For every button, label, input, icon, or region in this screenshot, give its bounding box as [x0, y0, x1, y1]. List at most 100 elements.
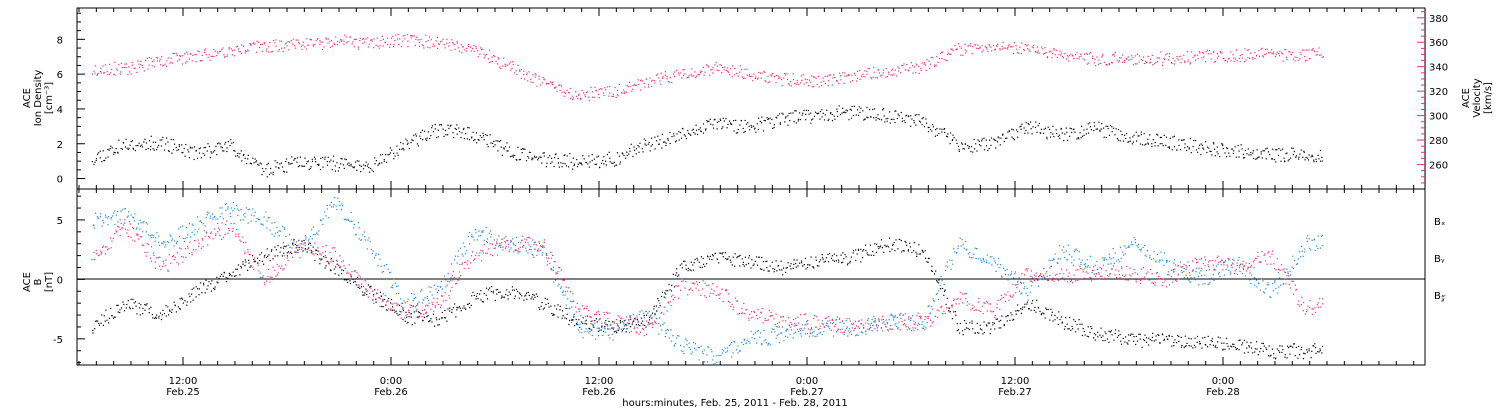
- density-point: [1154, 142, 1156, 144]
- bx-point: [375, 299, 377, 301]
- velocity-point: [1220, 52, 1222, 54]
- by-point: [553, 281, 555, 283]
- by-point: [1017, 280, 1019, 282]
- bx-point: [678, 274, 680, 276]
- velocity-point: [1114, 52, 1116, 54]
- by-point: [1085, 263, 1087, 265]
- density-point: [700, 130, 702, 132]
- by-point: [671, 340, 673, 342]
- by-point: [1122, 251, 1124, 253]
- velocity-point: [204, 51, 206, 54]
- density-point: [829, 113, 832, 115]
- density-point: [236, 155, 239, 157]
- density-point: [558, 166, 560, 168]
- density-point: [1265, 148, 1267, 150]
- density-point: [1201, 144, 1204, 146]
- density-point: [447, 124, 449, 126]
- density-point: [415, 135, 417, 137]
- density-point: [1103, 127, 1105, 129]
- by-point: [176, 240, 178, 242]
- velocity-point: [1008, 44, 1010, 46]
- bx-point: [1256, 341, 1258, 343]
- bx-point: [1275, 358, 1277, 360]
- velocity-point: [591, 96, 594, 98]
- bx-point: [1281, 345, 1283, 347]
- velocity-point: [100, 67, 102, 69]
- by-point: [1011, 271, 1013, 273]
- density-point: [1237, 144, 1239, 147]
- by-point: [598, 335, 600, 337]
- velocity-point: [125, 67, 127, 69]
- velocity-point: [864, 70, 866, 72]
- bx-point: [458, 306, 460, 308]
- velocity-point: [504, 63, 506, 65]
- bx-point: [1236, 348, 1238, 350]
- velocity-point: [1294, 60, 1296, 62]
- bx-point: [414, 322, 416, 324]
- velocity-point: [224, 56, 226, 58]
- bx-point: [425, 312, 427, 314]
- bx-point: [1079, 323, 1081, 325]
- by-point: [371, 252, 373, 255]
- bx-point: [675, 272, 678, 274]
- velocity-point: [827, 85, 829, 87]
- velocity-point: [1192, 56, 1194, 59]
- density-point: [1105, 125, 1107, 127]
- density-point: [925, 118, 927, 120]
- bx-point: [347, 281, 349, 283]
- velocity-point: [946, 53, 949, 55]
- velocity-point: [1076, 52, 1078, 54]
- density-point: [543, 152, 545, 154]
- bx-point: [1262, 350, 1264, 352]
- velocity-point: [477, 56, 479, 58]
- by-point: [471, 234, 473, 236]
- density-point: [1315, 158, 1317, 160]
- bx-point: [248, 259, 250, 261]
- density-point: [468, 139, 471, 141]
- by-point: [349, 220, 351, 222]
- density-point: [105, 157, 107, 159]
- density-point: [1046, 138, 1048, 140]
- velocity-point: [940, 52, 942, 54]
- bx-point: [441, 311, 443, 314]
- bx-point: [774, 268, 776, 270]
- top-panel-frame: [76, 7, 1426, 190]
- density-point: [207, 143, 209, 145]
- velocity-point: [1072, 54, 1074, 56]
- by-point: [318, 230, 320, 232]
- bx-point: [259, 254, 261, 256]
- density-point: [98, 152, 100, 154]
- density-point: [156, 149, 158, 151]
- by-point: [482, 231, 484, 233]
- bx-point: [402, 318, 404, 321]
- density-point: [1035, 121, 1037, 123]
- by-point: [114, 210, 116, 212]
- bx-point: [507, 298, 509, 300]
- velocity-point: [758, 71, 760, 74]
- bx-point: [669, 289, 671, 291]
- density-point: [490, 142, 492, 144]
- velocity-point: [1194, 54, 1196, 56]
- bx-point: [1119, 333, 1121, 336]
- bx-point: [704, 265, 706, 267]
- velocity-point: [907, 69, 909, 71]
- velocity-point: [905, 69, 907, 71]
- bx-point: [244, 265, 246, 267]
- bx-point: [1003, 324, 1005, 326]
- density-point: [420, 137, 422, 140]
- bx-point: [357, 276, 359, 278]
- by-point: [886, 322, 888, 324]
- density-point: [799, 119, 801, 121]
- density-point: [216, 154, 218, 156]
- bx-point: [1298, 345, 1300, 348]
- velocity-point: [457, 47, 459, 49]
- velocity-point: [1311, 49, 1313, 51]
- bx-point: [815, 259, 817, 261]
- by-point: [478, 230, 480, 232]
- density-point: [842, 107, 844, 109]
- density-point: [793, 121, 795, 123]
- bx-point: [886, 245, 888, 247]
- by-point: [311, 238, 313, 240]
- by-point: [221, 207, 223, 209]
- density-point: [1186, 149, 1188, 152]
